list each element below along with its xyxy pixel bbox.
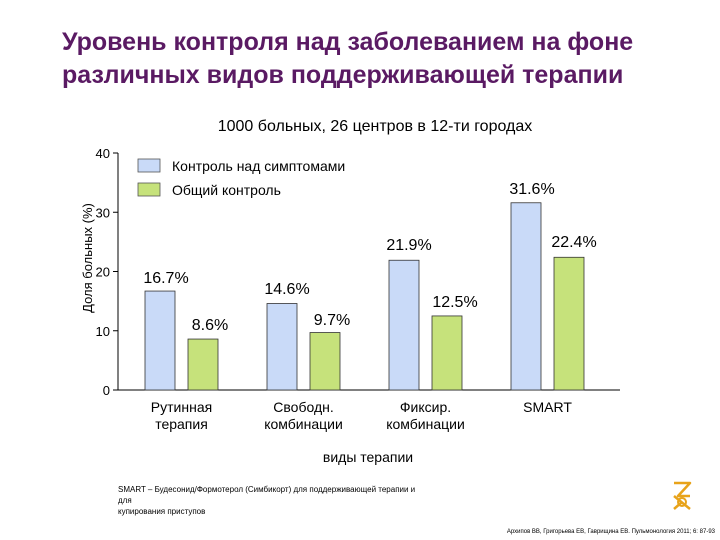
data-label-1-3: 21.9% xyxy=(386,237,431,254)
slide-title: Уровень контроля над заболеванием на фон… xyxy=(62,26,702,92)
legend-swatch-1 xyxy=(137,158,161,173)
y-tick-label: 30 xyxy=(96,205,110,220)
bar-2-2 xyxy=(309,332,341,391)
legend-swatch-2 xyxy=(137,182,161,197)
data-label-2-1: 8.6% xyxy=(192,317,228,334)
bar-chart: 1000 больных, 26 центров в 12-ти городах… xyxy=(80,118,620,465)
bar-1-1 xyxy=(144,290,176,391)
x-axis-label: виды терапии xyxy=(323,449,413,465)
x-tick-label: терапия xyxy=(155,416,208,432)
x-tick-label: Свободн. xyxy=(273,399,333,415)
y-tick-label: 10 xyxy=(96,324,110,339)
data-label-1-2: 14.6% xyxy=(264,281,309,298)
x-tick-label: комбинации xyxy=(264,416,343,432)
data-label-2-4: 22.4% xyxy=(551,234,596,251)
footnote-line-1: SMART – Будесонид/Формотерол (Симбикорт)… xyxy=(118,485,416,505)
x-tick-label: Рутинная xyxy=(151,399,212,415)
bar-1-3 xyxy=(388,259,420,391)
y-tick-label: 40 xyxy=(96,146,110,161)
y-tick-label: 0 xyxy=(103,383,110,398)
x-tick-label: Фиксир. xyxy=(400,399,451,415)
footnote-line-2: купирования приступов xyxy=(118,507,206,516)
x-tick-label: комбинации xyxy=(386,416,465,432)
bar-2-4 xyxy=(553,256,585,391)
bar-2-1 xyxy=(187,338,219,391)
bar-2-3 xyxy=(431,315,463,391)
footnote: SMART – Будесонид/Формотерол (Симбикорт)… xyxy=(118,484,418,517)
bar-1-4 xyxy=(510,202,542,391)
data-label-2-2: 9.7% xyxy=(314,312,350,329)
slide-title-line-1: Уровень контроля над заболеванием на фон… xyxy=(62,28,634,56)
data-label-1-4: 31.6% xyxy=(509,181,554,198)
y-tick-label: 20 xyxy=(96,265,110,280)
slide-title-line-2: различных видов поддерживающей терапии xyxy=(62,61,624,89)
chart-subtitle: 1000 больных, 26 центров в 12-ти городах xyxy=(218,118,533,135)
y-axis-label: Доля больных (%) xyxy=(80,203,95,313)
bar-1-2 xyxy=(266,303,298,391)
citation: Архипов ВВ, Григорьева ЕВ, Гаврищина ЕВ.… xyxy=(506,529,715,535)
data-label-2-3: 12.5% xyxy=(432,294,477,311)
x-tick-label: SMART xyxy=(523,399,572,415)
legend-label-1: Контроль над симптомами xyxy=(172,158,345,174)
company-logo-icon xyxy=(673,481,692,510)
legend-label-2: Общий контроль xyxy=(172,182,281,198)
data-label-1-1: 16.7% xyxy=(143,270,188,287)
